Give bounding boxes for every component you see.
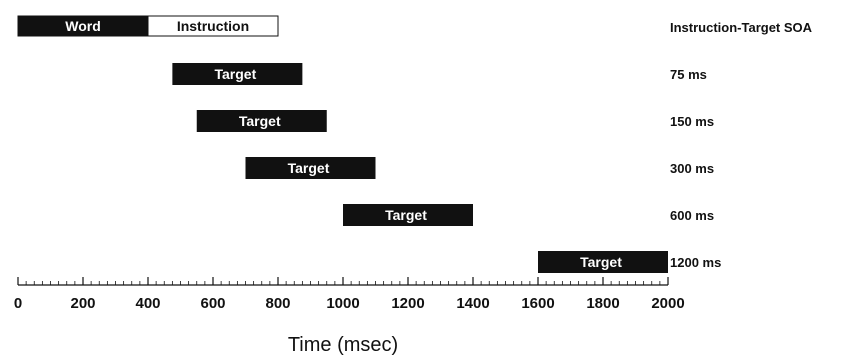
target-label: Target — [215, 66, 257, 82]
soa-value: 1200 ms — [670, 255, 721, 270]
tick-label: 600 — [200, 295, 225, 312]
tick-label: 400 — [135, 295, 160, 312]
tick-label: 2000 — [651, 295, 684, 312]
instruction-label: Instruction — [177, 18, 249, 34]
axis-title: Time (msec) — [288, 334, 398, 356]
target-bar — [196, 110, 327, 132]
target-label: Target — [288, 160, 330, 176]
soa-column-title: Instruction-Target SOA — [670, 20, 813, 35]
target-rows: Target 75 ms Target 150 ms Target 300 ms Targe… — [172, 63, 721, 273]
soa-value: 150 ms — [670, 114, 714, 129]
tick-label: 1400 — [456, 295, 489, 312]
soa-value: 600 ms — [670, 208, 714, 223]
soa-value: 300 ms — [670, 161, 714, 176]
instruction-bar — [147, 15, 279, 37]
soa-value: 75 ms — [670, 67, 707, 82]
target-bar — [343, 204, 473, 226]
tick-label: 1800 — [586, 295, 619, 312]
target-bar — [245, 157, 376, 179]
target-bar — [538, 251, 668, 273]
target-label: Target — [239, 113, 281, 129]
tick-label: 200 — [70, 295, 95, 312]
tick-label: 1000 — [326, 295, 359, 312]
target-label: Target — [580, 254, 622, 270]
tick-label: 1200 — [391, 295, 424, 312]
target-label: Target — [385, 207, 427, 223]
word-label: Word — [65, 18, 101, 34]
time-axis: 0 200 400 600 800 1000 1200 1400 1600 1800 2000 — [14, 277, 685, 312]
tick-label: 0 — [14, 295, 22, 312]
tick-label: 800 — [265, 295, 290, 312]
tick-label: 1600 — [521, 295, 554, 312]
target-bar — [172, 63, 303, 85]
